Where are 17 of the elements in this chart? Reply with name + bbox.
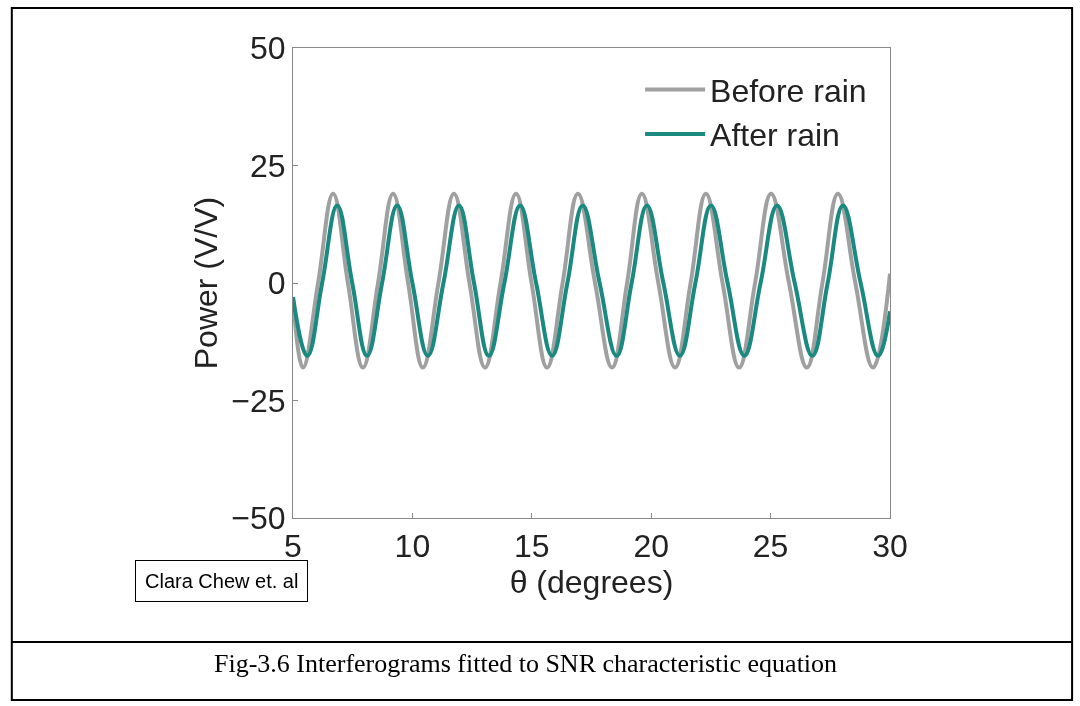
y-tick-label: 0	[267, 265, 286, 302]
x-tick-label: 10	[394, 528, 431, 565]
x-tick-label: 20	[633, 528, 669, 565]
legend-label: Before rain	[710, 72, 867, 109]
text: Fig-3.6 Interferograms fitted to SNR characteristic equation	[214, 649, 838, 678]
y-tick-label: −50	[231, 500, 286, 537]
legend-label: After rain	[710, 117, 840, 154]
x-tick-label: 30	[872, 528, 908, 565]
text: Clara Chew et. al	[145, 570, 299, 592]
x-tick-label: 25	[752, 528, 789, 565]
y-axis-title: Power (V/V)	[187, 196, 224, 370]
x-axis-title: θ (degrees)	[509, 564, 674, 601]
y-tick-label: 25	[250, 147, 286, 184]
y-tick-label: 50	[250, 30, 286, 67]
x-tick-label: 15	[514, 528, 550, 565]
x-tick-label: 5	[284, 528, 302, 565]
y-tick-label: −25	[231, 382, 286, 419]
